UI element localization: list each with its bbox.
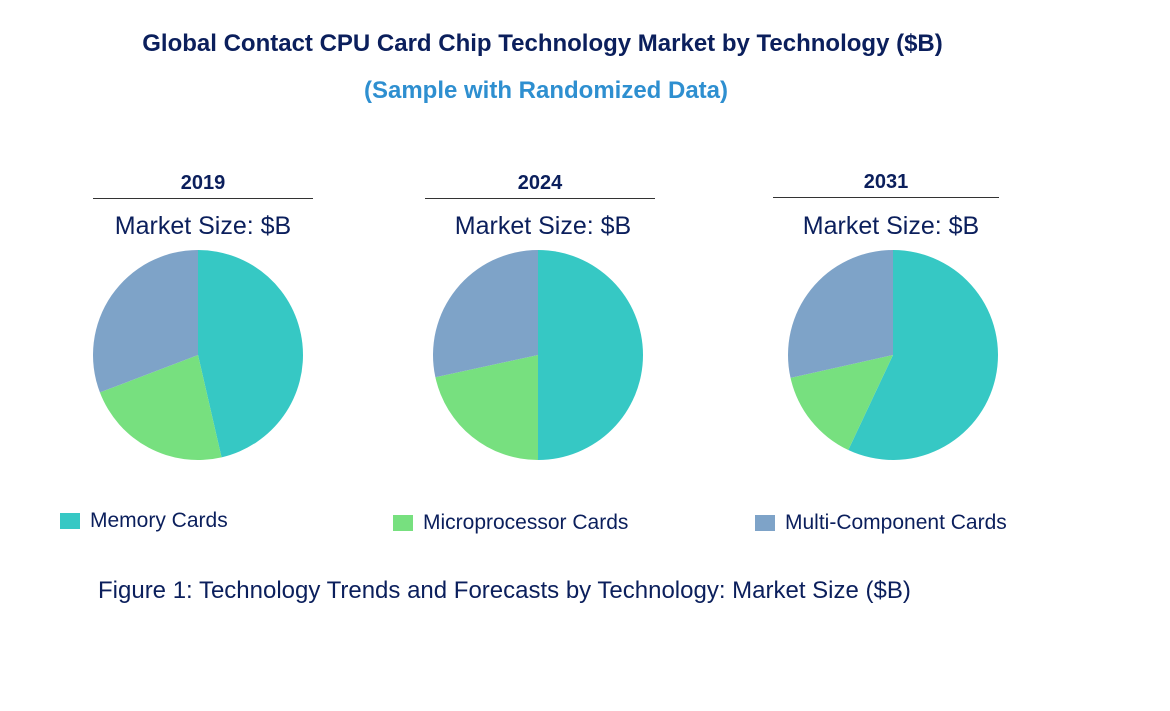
figure-caption: Figure 1: Technology Trends and Forecast… <box>98 577 911 604</box>
legend-label: Microprocessor Cards <box>423 511 629 534</box>
legend-label: Memory Cards <box>90 509 228 532</box>
pie-title-2019: 2019 <box>93 172 313 199</box>
pie-2031-slice-microprocessor-cards <box>790 355 893 451</box>
market-size-2031: Market Size: $B <box>802 212 980 240</box>
pie-2031-slice-multi-component-cards <box>788 250 893 378</box>
legend-item-memory: Memory Cards <box>60 509 228 533</box>
pie-title-2031: 2031 <box>773 171 999 198</box>
pie-2031-slice-memory-cards <box>848 250 998 460</box>
market-size-2024: Market Size: $B <box>454 212 632 240</box>
legend-swatch <box>393 515 413 531</box>
legend-label: Multi-Component Cards <box>785 511 1007 534</box>
pie-2019-slice-memory-cards <box>198 250 304 458</box>
chart-subtitle: (Sample with Randomized Data) <box>363 77 729 104</box>
pie-2019-slice-multi-component-cards <box>92 250 198 393</box>
pie-2019-slice-microprocessor-cards <box>99 355 222 460</box>
legend-item-multi-component: Multi-Component Cards <box>755 511 1007 535</box>
legend-swatch <box>755 515 775 531</box>
legend-swatch <box>60 513 80 529</box>
pie-2024-slice-multi-component-cards <box>433 250 538 378</box>
pie-2024-slice-microprocessor-cards <box>435 355 538 460</box>
legend-item-microprocessor: Microprocessor Cards <box>393 511 628 535</box>
market-size-2019: Market Size: $B <box>114 212 292 240</box>
pie-title-2024: 2024 <box>425 172 655 199</box>
pie-2024-slice-memory-cards <box>538 250 643 460</box>
chart-title: Global Contact CPU Card Chip Technology … <box>142 30 943 57</box>
